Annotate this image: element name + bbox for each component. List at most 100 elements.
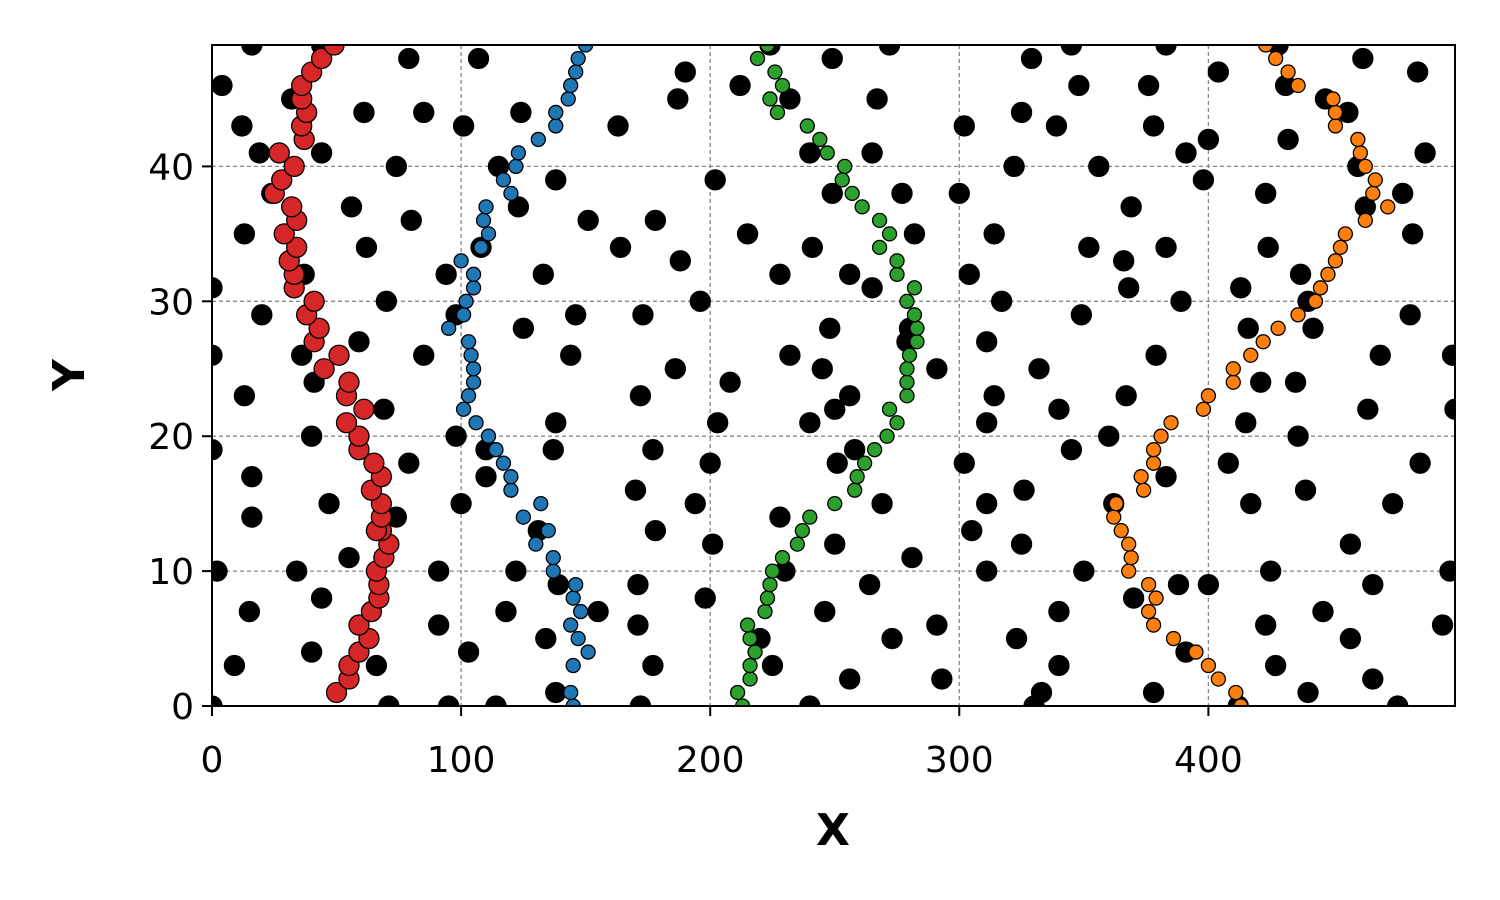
- plot-area: [212, 45, 1455, 706]
- scatter-point: [325, 681, 348, 704]
- scatter-point: [545, 681, 567, 704]
- scatter-point: [1357, 398, 1379, 420]
- scatter-point: [1217, 452, 1239, 474]
- scatter-point: [286, 560, 308, 582]
- scatter-point: [881, 627, 903, 650]
- scatter-point: [1235, 412, 1257, 434]
- scatter-point: [1060, 439, 1083, 461]
- scatter-point: [1327, 104, 1344, 121]
- scatter-point: [488, 442, 504, 458]
- scatter-point: [624, 479, 647, 501]
- scatter-point: [473, 239, 489, 255]
- scatter-point: [1267, 50, 1284, 67]
- scatter-point: [1155, 45, 1177, 56]
- scatter-point: [839, 385, 861, 407]
- scatter-point: [1392, 182, 1414, 205]
- scatter-point: [1133, 469, 1149, 485]
- scatter-point: [1188, 644, 1204, 660]
- scatter-point: [1121, 536, 1137, 552]
- scatter-point: [644, 209, 667, 232]
- scatter-point: [475, 212, 492, 229]
- scatter-point: [530, 131, 546, 148]
- scatter-point: [764, 563, 781, 579]
- scatter-point: [495, 172, 512, 188]
- scatter-point: [899, 361, 915, 377]
- scatter-point: [565, 304, 587, 326]
- scatter-point: [563, 684, 579, 701]
- scatter-point: [1387, 695, 1409, 706]
- scatter-point: [742, 671, 758, 687]
- scatter-point: [769, 263, 791, 285]
- scatter-point: [1290, 77, 1306, 94]
- scatter-point: [338, 371, 360, 393]
- scatter-point: [535, 627, 557, 650]
- scatter-point: [455, 401, 472, 417]
- scatter-point: [286, 236, 308, 258]
- scatter-point: [953, 115, 975, 137]
- scatter-point: [1287, 425, 1309, 447]
- scatter-point: [629, 385, 652, 407]
- scatter-point: [847, 482, 863, 498]
- scatter-point: [674, 61, 696, 83]
- scatter-point: [1048, 600, 1070, 623]
- scatter-point: [607, 115, 629, 137]
- scatter-point: [1270, 320, 1286, 336]
- scatter-point: [1258, 45, 1274, 53]
- scatter-point: [812, 131, 828, 148]
- scatter-point: [268, 142, 290, 164]
- scatter-point: [909, 320, 925, 336]
- scatter-point: [1382, 493, 1404, 515]
- scatter-point: [736, 223, 759, 245]
- scatter-point: [457, 641, 480, 663]
- scatter-point: [467, 47, 490, 70]
- scatter-point: [1207, 61, 1230, 83]
- scatter-point: [642, 654, 664, 677]
- scatter-point: [759, 45, 776, 53]
- scatter-point: [1284, 371, 1307, 393]
- scatter-point: [861, 142, 883, 164]
- scatter-point: [1357, 158, 1373, 175]
- scatter-point: [769, 104, 786, 121]
- scatter-point: [465, 280, 482, 296]
- scatter-point: [734, 698, 751, 706]
- scatter-point: [990, 290, 1013, 312]
- scatter-point: [545, 549, 561, 566]
- scatter-point: [353, 101, 375, 124]
- scatter-point: [310, 47, 333, 70]
- scatter-point: [1142, 115, 1165, 137]
- scatter-point: [570, 50, 586, 67]
- scatter-point: [899, 293, 915, 309]
- scatter-point: [1225, 361, 1241, 377]
- scatter-point: [348, 331, 370, 353]
- scatter-point: [1121, 563, 1137, 579]
- scatter-point: [819, 317, 841, 339]
- scatter-point: [609, 236, 632, 258]
- scatter-point: [1325, 91, 1341, 107]
- scatter-point: [1362, 573, 1384, 596]
- scatter-point: [889, 266, 905, 282]
- scatter-point: [1255, 182, 1277, 205]
- scatter-point: [1068, 74, 1090, 97]
- scatter-point: [437, 695, 460, 706]
- scatter-point: [627, 614, 649, 636]
- scatter-point: [761, 654, 784, 677]
- scatter-point: [821, 182, 843, 205]
- scatter-point: [871, 212, 888, 229]
- scatter-point: [580, 644, 596, 660]
- scatter-point: [310, 587, 333, 609]
- scatter-point: [548, 118, 564, 134]
- scatter-point: [465, 374, 482, 390]
- scatter-point: [834, 172, 850, 188]
- scatter-point: [512, 317, 535, 339]
- scatter-point: [212, 560, 228, 582]
- scatter-point: [866, 442, 883, 458]
- scatter-point: [355, 236, 378, 258]
- scatter-point: [1113, 522, 1129, 539]
- scatter-point: [238, 600, 261, 623]
- scatter-point: [762, 91, 778, 107]
- x-tick-label: 100: [427, 740, 496, 781]
- scatter-point: [849, 469, 865, 485]
- scatter-point: [480, 428, 497, 444]
- y-axis-label: Y: [44, 358, 95, 392]
- scatter-point: [478, 199, 494, 215]
